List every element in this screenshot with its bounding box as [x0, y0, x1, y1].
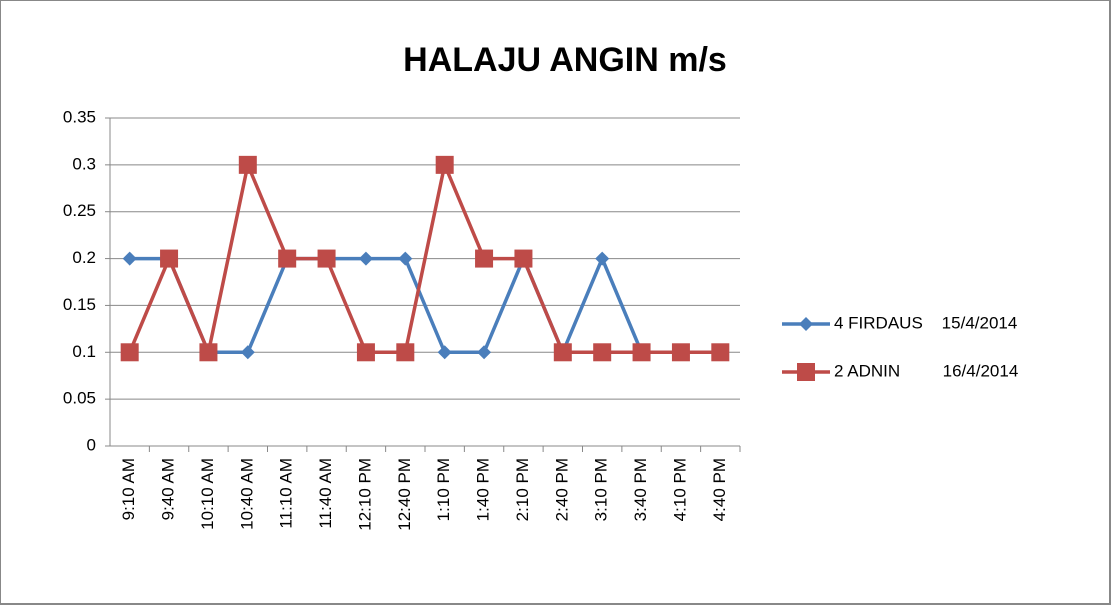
- y-tick-label: 0: [87, 435, 96, 454]
- x-tick-label: 1:40 PM: [474, 458, 493, 521]
- x-tick-label: 1:10 PM: [434, 458, 453, 521]
- x-tick-label: 2:10 PM: [513, 458, 532, 521]
- data-point: [396, 343, 415, 362]
- x-tick-label: 9:40 AM: [159, 458, 178, 520]
- legend-marker: [799, 317, 813, 331]
- x-tick-label: 11:40 AM: [316, 458, 335, 529]
- y-tick-label: 0.35: [63, 107, 96, 126]
- legend-label: 4 FIRDAUS 15/4/2014: [834, 313, 1017, 332]
- y-tick-label: 0.2: [72, 248, 96, 267]
- data-point: [514, 249, 533, 268]
- data-point: [595, 251, 610, 266]
- data-point: [477, 345, 492, 360]
- y-tick-label: 0.3: [72, 154, 96, 173]
- x-tick-label: 2:40 PM: [552, 458, 571, 521]
- data-point: [435, 155, 454, 174]
- y-tick-label: 0.1: [72, 342, 96, 361]
- x-tick-label: 3:40 PM: [631, 458, 650, 521]
- data-point: [356, 343, 375, 362]
- legend-marker: [797, 363, 815, 381]
- x-tick-label: 9:10 AM: [119, 458, 138, 520]
- x-tick-label: 3:10 PM: [592, 458, 611, 521]
- y-tick-label: 0.15: [63, 295, 96, 314]
- y-tick-label: 0.25: [63, 201, 96, 220]
- data-point: [278, 249, 297, 268]
- data-point: [358, 251, 373, 266]
- data-point: [711, 343, 730, 362]
- x-tick-label: 4:10 PM: [670, 458, 689, 521]
- data-point: [398, 251, 413, 266]
- data-point: [593, 343, 612, 362]
- y-tick-label: 0.05: [63, 389, 96, 408]
- x-tick-label: 12:10 PM: [355, 458, 374, 531]
- x-tick-label: 10:40 AM: [237, 458, 256, 530]
- data-point: [437, 345, 452, 360]
- data-point: [671, 343, 690, 362]
- data-point: [122, 251, 137, 266]
- x-tick-label: 11:10 AM: [277, 458, 296, 529]
- data-point: [240, 345, 255, 360]
- data-point: [120, 343, 139, 362]
- series-line: [129, 254, 721, 357]
- data-point: [160, 249, 179, 268]
- data-point: [238, 155, 257, 174]
- data-point: [199, 343, 218, 362]
- x-tick-label: 10:10 AM: [198, 458, 217, 530]
- data-point: [553, 343, 572, 362]
- series-line: [128, 159, 721, 359]
- chart-title: HALAJU ANGIN m/s: [403, 41, 727, 79]
- legend-label: 2 ADNIN 16/4/2014: [834, 361, 1018, 380]
- data-point: [632, 343, 651, 362]
- data-point: [475, 249, 494, 268]
- x-tick-label: 4:40 PM: [710, 458, 729, 521]
- data-point: [317, 249, 336, 268]
- x-tick-label: 12:40 PM: [395, 458, 414, 531]
